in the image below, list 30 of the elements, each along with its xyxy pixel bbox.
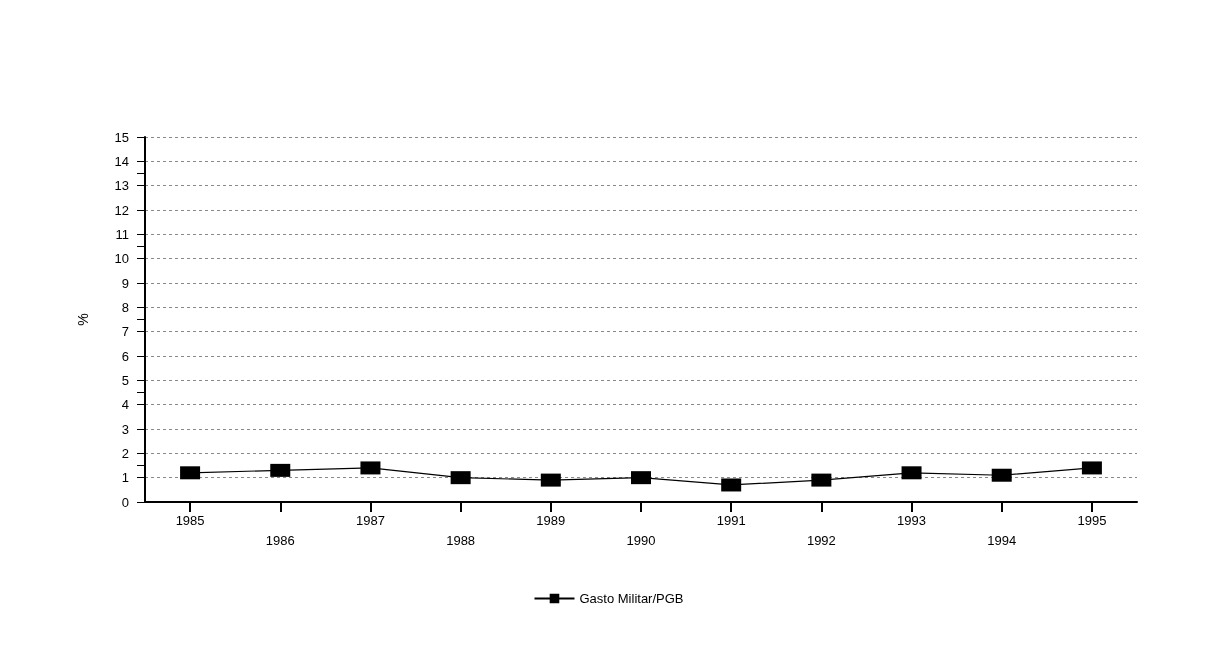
y-axis-title: % [75,313,91,326]
x-tick-label: 1995 [1077,512,1107,528]
x-tick-label: 1993 [897,512,927,528]
y-tick-label: 12 [114,202,129,218]
x-tick-label: 1989 [536,512,566,528]
y-tick-label: 9 [121,275,129,291]
legend-label: Gasto Militar/PGB [579,591,684,606]
y-tick-label: 3 [121,421,129,437]
y-tick-label: 14 [114,153,129,169]
y-tick-label: 5 [121,372,129,388]
y-tick-label: 1 [121,470,129,486]
x-tick-label: 1994 [987,532,1017,548]
x-tick-label: 1990 [626,532,656,548]
y-tick-label: 0 [121,494,129,510]
y-tick-label: 4 [121,397,129,413]
x-tick-label: 1986 [265,532,295,548]
x-tick-label: 1991 [716,512,746,528]
y-tick-label: 2 [121,445,129,461]
y-tick-label: 15 [114,129,129,145]
y-tick-label: 6 [121,348,129,364]
x-tick-label: 1988 [446,532,476,548]
y-tick-label: 7 [121,324,129,340]
point [631,471,651,485]
y-tick-label: 13 [114,178,129,194]
x-tick-label: 1985 [175,512,205,528]
x-tick-label: 1987 [355,512,385,528]
y-tick-label: 11 [115,226,129,242]
y-tick-label: 10 [114,251,129,267]
y-tick-label: 8 [121,299,129,315]
x-tick-label: 1992 [806,532,836,548]
